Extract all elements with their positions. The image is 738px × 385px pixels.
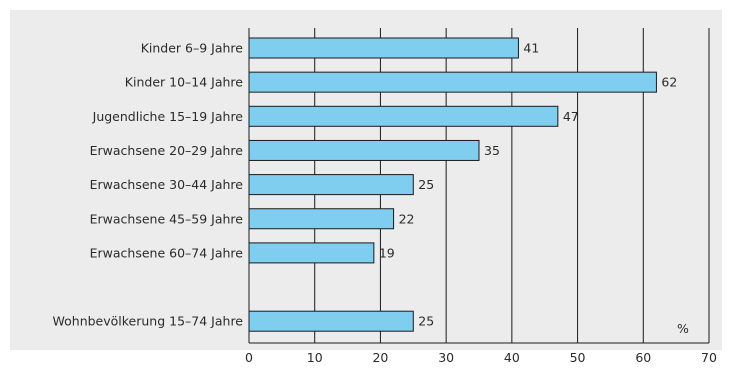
bar-4 (248, 174, 414, 196)
category-label-5: Erwachsene 45–59 Jahre (90, 211, 244, 226)
category-label-8: Wohnbevölkerung 15–74 Jahre (53, 314, 244, 329)
x-tick-label-50: 50 (570, 350, 586, 365)
x-tick-label-60: 60 (635, 350, 651, 365)
x-tick-label-30: 30 (438, 350, 454, 365)
category-label-1: Kinder 10–14 Jahre (125, 75, 243, 90)
bar-0 (248, 37, 519, 59)
value-label-3: 35 (484, 143, 500, 158)
x-tick-label-40: 40 (504, 350, 520, 365)
value-label-1: 62 (661, 75, 677, 90)
x-tick-label-20: 20 (372, 350, 388, 365)
bar-1 (248, 71, 657, 93)
category-label-6: Erwachsene 60–74 Jahre (90, 245, 244, 260)
value-label-8: 25 (418, 314, 434, 329)
category-label-4: Erwachsene 30–44 Jahre (90, 177, 244, 192)
unit-label: % (677, 321, 689, 336)
value-label-4: 25 (418, 177, 434, 192)
x-tick-label-70: 70 (701, 350, 717, 365)
bar-5 (248, 208, 395, 230)
value-label-2: 47 (563, 109, 579, 124)
category-label-3: Erwachsene 20–29 Jahre (90, 143, 244, 158)
value-label-6: 19 (379, 245, 395, 260)
bar-2 (248, 105, 559, 127)
bar-6 (248, 242, 375, 264)
value-label-5: 22 (399, 211, 415, 226)
label-layer: 0 10 20 30 40 50 60 70 41 Kinder 6–9 Jahre 62 Kinde… (53, 41, 717, 366)
bar-layer (248, 37, 657, 332)
category-label-0: Kinder 6–9 Jahre (141, 41, 244, 56)
value-label-0: 41 (523, 41, 539, 56)
bar-3 (248, 139, 480, 161)
bar-8 (248, 310, 414, 332)
x-tick-label-0: 0 (245, 350, 253, 365)
x-tick-label-10: 10 (307, 350, 323, 365)
category-label-2: Jugendliche 15–19 Jahre (92, 109, 244, 124)
